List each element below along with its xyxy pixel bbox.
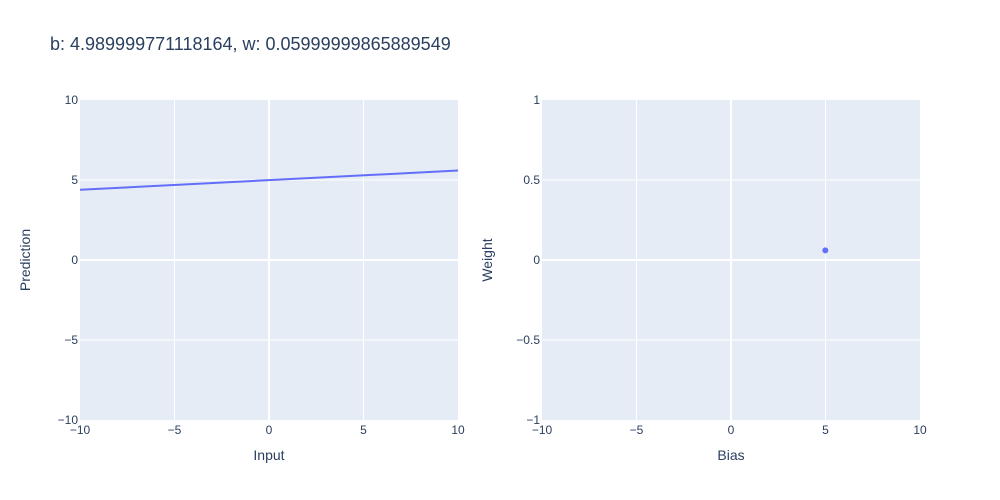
x-tick-label: −10 <box>532 423 553 437</box>
y-tick-label: 5 <box>71 173 78 187</box>
y-tick-label: 1 <box>533 93 540 107</box>
chart-title: b: 4.989999771118164, w: 0.0599999986588… <box>50 34 451 54</box>
y-tick-label: 0 <box>533 253 540 267</box>
x-tick-label: −10 <box>70 423 91 437</box>
x-tick-label: 5 <box>360 423 367 437</box>
x-tick-label: −5 <box>630 423 644 437</box>
x-tick-label: 10 <box>451 423 465 437</box>
y-tick-label: −0.5 <box>516 333 540 347</box>
y-tick-label: −5 <box>64 333 78 347</box>
y-tick-label: 0 <box>71 253 78 267</box>
x-axis-title: Bias <box>717 447 744 463</box>
prediction-plot: −10 −5 0 5 10 −10 −5 0 5 10 Input Prediction <box>17 93 465 463</box>
y-tick-label: −10 <box>58 413 79 427</box>
x-tick-label: 10 <box>913 423 927 437</box>
prediction-line <box>79 169 459 191</box>
y-tick-label: 0.5 <box>523 173 540 187</box>
x-tick-label: 0 <box>728 423 735 437</box>
y-tick-label: −1 <box>526 413 540 427</box>
x-tick-label: 0 <box>266 423 273 437</box>
y-axis-title: Prediction <box>17 229 33 291</box>
x-axis-title: Input <box>253 447 284 463</box>
data-point <box>822 247 829 254</box>
x-tick-label: −5 <box>168 423 182 437</box>
x-tick-label: 5 <box>822 423 829 437</box>
weight-bias-plot: −10 −5 0 5 10 −1 −0.5 0 0.5 1 Bias Weight <box>479 93 927 463</box>
y-axis-title: Weight <box>479 238 495 281</box>
y-tick-label: 10 <box>65 93 79 107</box>
